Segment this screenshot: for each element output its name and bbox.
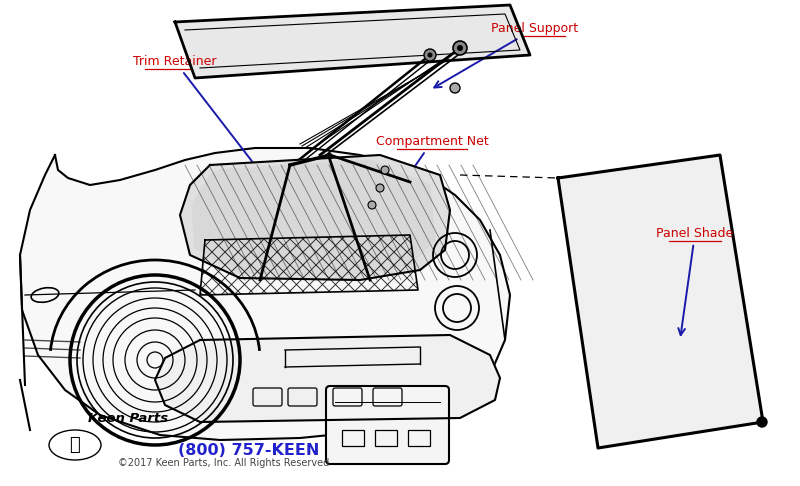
- Text: ©2017 Keen Parts, Inc. All Rights Reserved: ©2017 Keen Parts, Inc. All Rights Reserv…: [118, 458, 330, 468]
- Text: Keen Parts: Keen Parts: [88, 412, 168, 424]
- Circle shape: [424, 49, 436, 61]
- Polygon shape: [20, 148, 510, 440]
- Text: Panel Shade: Panel Shade: [656, 227, 734, 335]
- Circle shape: [376, 184, 384, 192]
- Text: Compartment Net: Compartment Net: [376, 135, 488, 191]
- FancyBboxPatch shape: [326, 386, 449, 464]
- Text: 🚘: 🚘: [70, 436, 80, 454]
- Text: Panel Support: Panel Support: [434, 22, 578, 87]
- Text: (800) 757-KEEN: (800) 757-KEEN: [178, 442, 319, 457]
- Text: Trim Retainer: Trim Retainer: [134, 55, 275, 191]
- Circle shape: [450, 83, 460, 93]
- Circle shape: [457, 45, 463, 51]
- Polygon shape: [180, 155, 450, 280]
- Circle shape: [757, 417, 767, 427]
- Circle shape: [381, 166, 389, 174]
- Polygon shape: [558, 155, 763, 448]
- Polygon shape: [192, 160, 435, 275]
- Circle shape: [427, 52, 433, 57]
- Polygon shape: [155, 335, 500, 422]
- Circle shape: [368, 201, 376, 209]
- Polygon shape: [175, 5, 530, 78]
- Circle shape: [453, 41, 467, 55]
